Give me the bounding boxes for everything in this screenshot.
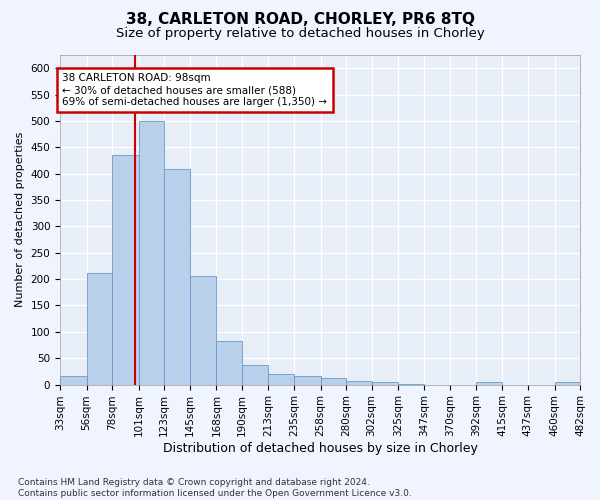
Bar: [320, 378, 346, 384]
Bar: [371, 382, 398, 384]
Bar: [346, 381, 371, 384]
Bar: [112, 155, 139, 384]
Bar: [217, 341, 242, 384]
Text: 38 CARLETON ROAD: 98sqm
← 30% of detached houses are smaller (588)
69% of semi-d: 38 CARLETON ROAD: 98sqm ← 30% of detache…: [62, 74, 328, 106]
Y-axis label: Number of detached properties: Number of detached properties: [15, 132, 25, 308]
Bar: [139, 121, 164, 384]
X-axis label: Distribution of detached houses by size in Chorley: Distribution of detached houses by size …: [163, 442, 478, 455]
Bar: [476, 382, 502, 384]
Bar: [190, 276, 217, 384]
Text: Size of property relative to detached houses in Chorley: Size of property relative to detached ho…: [116, 28, 484, 40]
Bar: [268, 374, 294, 384]
Text: Contains HM Land Registry data © Crown copyright and database right 2024.
Contai: Contains HM Land Registry data © Crown c…: [18, 478, 412, 498]
Bar: [242, 365, 268, 384]
Bar: [164, 170, 190, 384]
Text: 38, CARLETON ROAD, CHORLEY, PR6 8TQ: 38, CARLETON ROAD, CHORLEY, PR6 8TQ: [125, 12, 475, 28]
Bar: [86, 273, 112, 384]
Bar: [554, 382, 580, 384]
Bar: [60, 376, 86, 384]
Bar: [294, 376, 320, 384]
